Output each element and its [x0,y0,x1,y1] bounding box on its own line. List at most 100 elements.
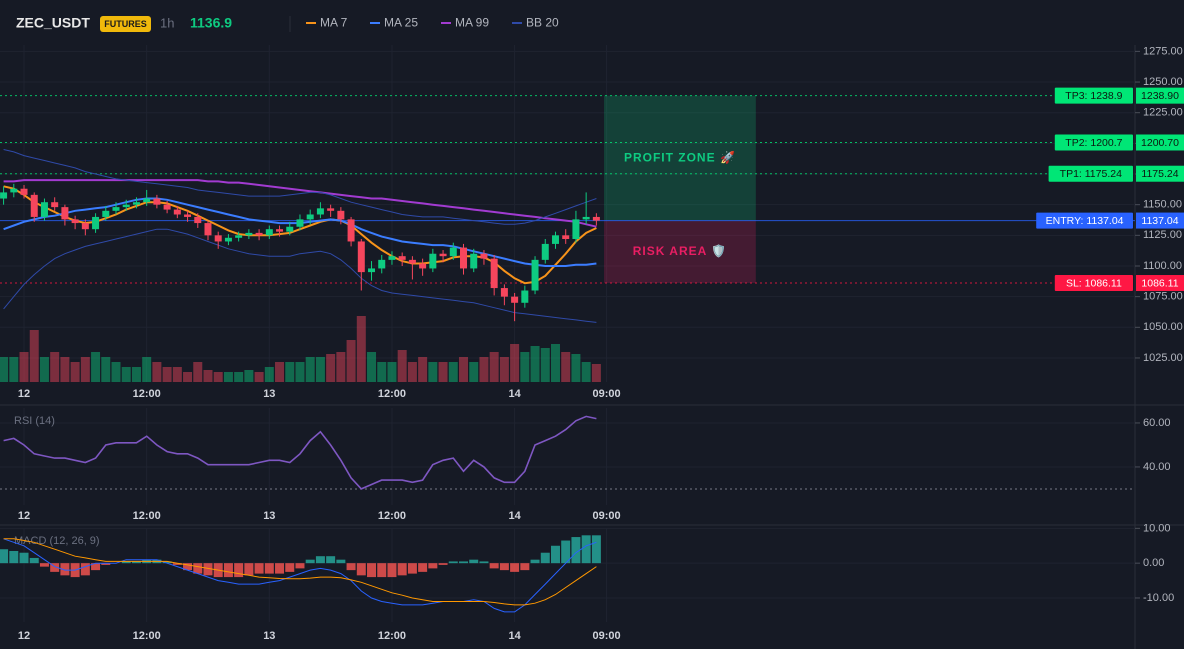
volume-bar [407,362,417,382]
axis-tag-label: 1175.24 [1141,168,1178,180]
candle-body [541,243,549,260]
y-tick-label: 1025.00 [1143,352,1183,364]
x-tick-label: 12:00 [378,510,406,522]
x-tick-label: 14 [508,388,521,400]
histogram-bar [254,563,264,574]
candle-body [531,259,539,291]
histogram-bar [264,563,274,574]
histogram-bar [193,563,203,574]
x-tick-label: 09:00 [593,510,621,522]
histogram-bar [315,556,325,564]
volume-bar [418,357,428,382]
candle-body [184,214,192,217]
axis-tag [1136,275,1184,292]
candle-body [572,219,580,240]
candle-body [429,253,437,269]
volume-bar [561,352,571,382]
volume-bar [162,367,172,382]
y-tick-label: 1075.00 [1143,291,1183,303]
y-tick-label: 1150.00 [1143,199,1182,211]
candle-body [337,210,345,220]
volume-bar [193,362,203,382]
volume-bar [520,352,530,382]
volume-bar [39,357,49,382]
volume-bar [550,344,560,382]
macd-line [3,538,597,606]
candle-body [592,216,600,221]
histogram-bar [489,563,499,569]
level-tag [1054,134,1133,151]
volume-bar [254,372,264,382]
axis-tag [1136,87,1184,104]
histogram-bar [591,535,601,564]
volume-bar [305,357,315,382]
candle-body [419,263,427,269]
histogram-bar [499,563,509,571]
histogram-bar [550,545,560,564]
candle-body [521,290,529,303]
indicator-line [3,149,597,225]
candle-body [582,216,590,220]
level-tag [1048,165,1133,182]
volume-bar [142,357,152,382]
zone-label: PROFIT ZONE 🚀 [624,150,736,164]
candle-body [122,204,130,208]
histogram-bar [387,563,397,578]
zone [604,220,756,284]
y-tick-label: 1125.00 [1143,229,1182,241]
volume-bar [0,357,9,382]
volume-bar [70,362,80,382]
histogram-bar [438,563,448,565]
axis-tag [1136,212,1184,229]
axis-tag-label: 1137.04 [1141,215,1178,227]
candle-body [112,207,120,211]
histogram-bar [91,563,101,571]
volume-bar [91,352,101,382]
x-tick-label: 12 [18,388,30,400]
candle-body [439,253,447,257]
histogram-bar [479,561,489,564]
histogram-bar [367,563,377,578]
volume-bar [213,372,223,382]
level-tag [1054,275,1133,292]
candle-body [102,210,110,217]
badge-bg [100,16,151,32]
volume-bar [203,370,213,382]
histogram-bar [561,540,571,564]
histogram-bar [60,563,70,576]
candle-body [153,198,161,205]
volume-bar [387,362,397,382]
indicator-line [3,179,597,228]
candle-body [511,296,519,303]
y-tick-label: 40.00 [1143,461,1171,473]
legend-label: MA 99 [455,16,489,30]
candle-body [204,223,212,236]
volume-bar [295,362,305,382]
volume-bar [510,344,520,382]
candle-body [10,188,18,193]
volume-bar [530,346,540,382]
histogram-bar [203,563,213,576]
candle-body [480,253,488,259]
histogram-bar [183,563,193,571]
volume-bar [131,367,141,382]
volume-bar [469,362,479,382]
volume-bar [264,367,274,382]
candle-body [357,241,365,273]
candle-body [460,247,468,269]
histogram-bar [101,563,111,565]
volume-bar [60,357,70,382]
rsi-line [3,415,597,490]
x-tick-label: 12:00 [378,388,406,400]
volume-bar [121,367,131,382]
candle-body [265,229,273,236]
candle-body [51,202,59,208]
axis-tag-label: 1086.11 [1141,277,1178,289]
histogram-bar [234,563,244,578]
volume-bar [581,362,591,382]
histogram-bar [223,563,233,578]
symbol: ZEC_USDT [16,15,90,31]
axis-tag-label: 1238.90 [1141,90,1179,102]
volume-bar [19,352,29,382]
badge: FUTURES [104,19,147,29]
